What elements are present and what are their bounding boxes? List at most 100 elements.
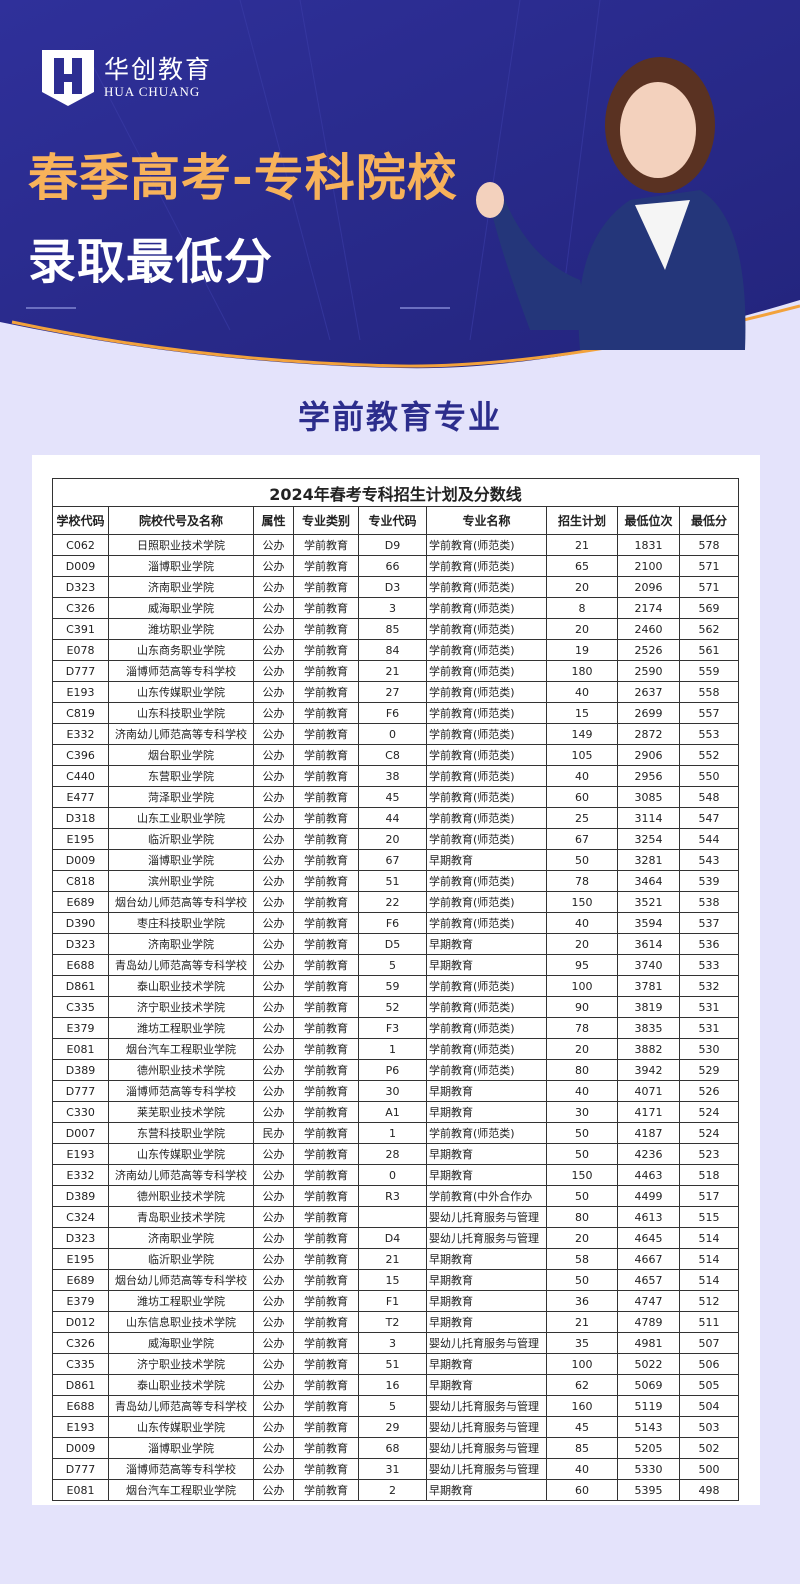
table-row: D777 淄博师范高等专科学校 公办 学前教育 31 婴幼儿托育服务与管理 40 5330 50… — [52, 1458, 739, 1480]
cell-major-code: 51 — [358, 1353, 427, 1375]
cell-school-name: 东营职业学院 — [108, 765, 254, 787]
brand-name-cn: 华创教育 — [104, 55, 213, 84]
cell-major-category: 学前教育 — [293, 1311, 359, 1333]
cell-major-category: 学前教育 — [293, 1206, 359, 1228]
cell-school-name: 山东传媒职业学院 — [108, 681, 254, 703]
cell-major-category: 学前教育 — [293, 1395, 359, 1417]
cell-major-category: 学前教育 — [293, 1269, 359, 1291]
cell-major-code: 29 — [358, 1416, 427, 1438]
cell-ownership: 公办 — [253, 576, 294, 598]
cell-enrollment-plan: 100 — [546, 975, 618, 997]
cell-school-name: 德州职业技术学院 — [108, 1185, 254, 1207]
table-row: D861 泰山职业技术学院 公办 学前教育 16 早期教育 62 5069 505 — [52, 1374, 739, 1396]
cell-school-code: C819 — [52, 702, 109, 724]
cell-min-rank: 3835 — [617, 1017, 680, 1039]
cell-major-name: 学前教育(师范类) — [426, 807, 547, 829]
cell-major-category: 学前教育 — [293, 786, 359, 808]
cell-school-code: D777 — [52, 1458, 109, 1480]
cell-school-code: D861 — [52, 975, 109, 997]
cell-min-rank: 4187 — [617, 1122, 680, 1144]
cell-min-score: 578 — [679, 534, 739, 556]
cell-major-code: F3 — [358, 1017, 427, 1039]
cell-min-score: 517 — [679, 1185, 739, 1207]
divider — [400, 307, 450, 309]
table-row: E193 山东传媒职业学院 公办 学前教育 29 婴幼儿托育服务与管理 45 5143 503 — [52, 1416, 739, 1438]
cell-major-name: 学前教育(师范类) — [426, 1059, 547, 1081]
cell-school-code: D009 — [52, 555, 109, 577]
cell-school-code: D007 — [52, 1122, 109, 1144]
cell-major-name: 早期教育 — [426, 1101, 547, 1123]
cell-school-code: E688 — [52, 1395, 109, 1417]
cell-school-name: 东营科技职业学院 — [108, 1122, 254, 1144]
cell-ownership: 公办 — [253, 828, 294, 850]
cell-min-score: 548 — [679, 786, 739, 808]
cell-enrollment-plan: 8 — [546, 597, 618, 619]
cell-major-name: 婴幼儿托育服务与管理 — [426, 1416, 547, 1438]
table-row: E193 山东传媒职业学院 公办 学前教育 27 学前教育(师范类) 40 2637 558 — [52, 681, 739, 703]
cell-ownership: 公办 — [253, 1269, 294, 1291]
cell-school-name: 临沂职业学院 — [108, 828, 254, 850]
cell-min-rank: 4667 — [617, 1248, 680, 1270]
cell-min-score: 530 — [679, 1038, 739, 1060]
table-row: E689 烟台幼儿师范高等专科学校 公办 学前教育 15 早期教育 50 4657 514 — [52, 1269, 739, 1291]
cell-school-name: 青岛幼儿师范高等专科学校 — [108, 1395, 254, 1417]
table-row: D007 东营科技职业学院 民办 学前教育 1 学前教育(师范类) 50 4187 524 — [52, 1122, 739, 1144]
cell-major-code: D3 — [358, 576, 427, 598]
cell-major-name: 早期教育 — [426, 849, 547, 871]
column-header-min-rank: 最低位次 — [617, 506, 680, 535]
table-row: E332 济南幼儿师范高等专科学校 公办 学前教育 0 学前教育(师范类) 149 2872 5… — [52, 723, 739, 745]
cell-major-category: 学前教育 — [293, 1248, 359, 1270]
cell-major-code: 68 — [358, 1437, 427, 1459]
cell-major-name: 婴幼儿托育服务与管理 — [426, 1395, 547, 1417]
cell-ownership: 公办 — [253, 786, 294, 808]
table-row: E332 济南幼儿师范高等专科学校 公办 学前教育 0 早期教育 150 4463 518 — [52, 1164, 739, 1186]
cell-major-name: 学前教育(师范类) — [426, 828, 547, 850]
cell-school-name: 莱芜职业技术学院 — [108, 1101, 254, 1123]
cell-major-category: 学前教育 — [293, 597, 359, 619]
cell-school-name: 淄博师范高等专科学校 — [108, 1080, 254, 1102]
cell-school-name: 淄博职业学院 — [108, 849, 254, 871]
table-row: C440 东营职业学院 公办 学前教育 38 学前教育(师范类) 40 2956 550 — [52, 765, 739, 787]
cell-ownership: 公办 — [253, 744, 294, 766]
cell-major-code: 20 — [358, 828, 427, 850]
cell-school-code: D012 — [52, 1311, 109, 1333]
cell-major-name: 学前教育(师范类) — [426, 1017, 547, 1039]
cell-major-name: 学前教育(师范类) — [426, 597, 547, 619]
cell-major-category: 学前教育 — [293, 1122, 359, 1144]
table-row: C819 山东科技职业学院 公办 学前教育 F6 学前教育(师范类) 15 2699 557 — [52, 702, 739, 724]
cell-ownership: 公办 — [253, 1479, 294, 1501]
cell-ownership: 公办 — [253, 1416, 294, 1438]
cell-min-score: 506 — [679, 1353, 739, 1375]
table-row: E081 烟台汽车工程职业学院 公办 学前教育 1 学前教育(师范类) 20 3882 530 — [52, 1038, 739, 1060]
cell-enrollment-plan: 50 — [546, 849, 618, 871]
cell-major-name: 学前教育(师范类) — [426, 975, 547, 997]
cell-school-name: 淄博师范高等专科学校 — [108, 660, 254, 682]
cell-ownership: 公办 — [253, 1374, 294, 1396]
cell-major-category: 学前教育 — [293, 933, 359, 955]
cell-min-rank: 5395 — [617, 1479, 680, 1501]
cell-major-code: 84 — [358, 639, 427, 661]
cell-school-code: E688 — [52, 954, 109, 976]
cell-school-code: D389 — [52, 1185, 109, 1207]
cell-min-score: 561 — [679, 639, 739, 661]
cell-enrollment-plan: 105 — [546, 744, 618, 766]
cell-min-rank: 5143 — [617, 1416, 680, 1438]
cell-school-name: 德州职业技术学院 — [108, 1059, 254, 1081]
cell-major-name: 学前教育(师范类) — [426, 534, 547, 556]
cell-major-code: 31 — [358, 1458, 427, 1480]
cell-school-code: E193 — [52, 681, 109, 703]
cell-school-code: D323 — [52, 576, 109, 598]
cell-enrollment-plan: 58 — [546, 1248, 618, 1270]
table-row: D777 淄博师范高等专科学校 公办 学前教育 21 学前教育(师范类) 180 2590 55… — [52, 660, 739, 682]
cell-major-name: 早期教育 — [426, 1353, 547, 1375]
cell-major-category: 学前教育 — [293, 891, 359, 913]
cell-major-name: 学前教育(师范类) — [426, 786, 547, 808]
cell-school-name: 日照职业技术学院 — [108, 534, 254, 556]
cell-major-category: 学前教育 — [293, 681, 359, 703]
cell-school-name: 济南职业学院 — [108, 576, 254, 598]
cell-enrollment-plan: 80 — [546, 1206, 618, 1228]
cell-min-rank: 3614 — [617, 933, 680, 955]
table-row: D389 德州职业技术学院 公办 学前教育 P6 学前教育(师范类) 80 3942 529 — [52, 1059, 739, 1081]
cell-enrollment-plan: 150 — [546, 1164, 618, 1186]
cell-school-name: 山东信息职业技术学院 — [108, 1311, 254, 1333]
